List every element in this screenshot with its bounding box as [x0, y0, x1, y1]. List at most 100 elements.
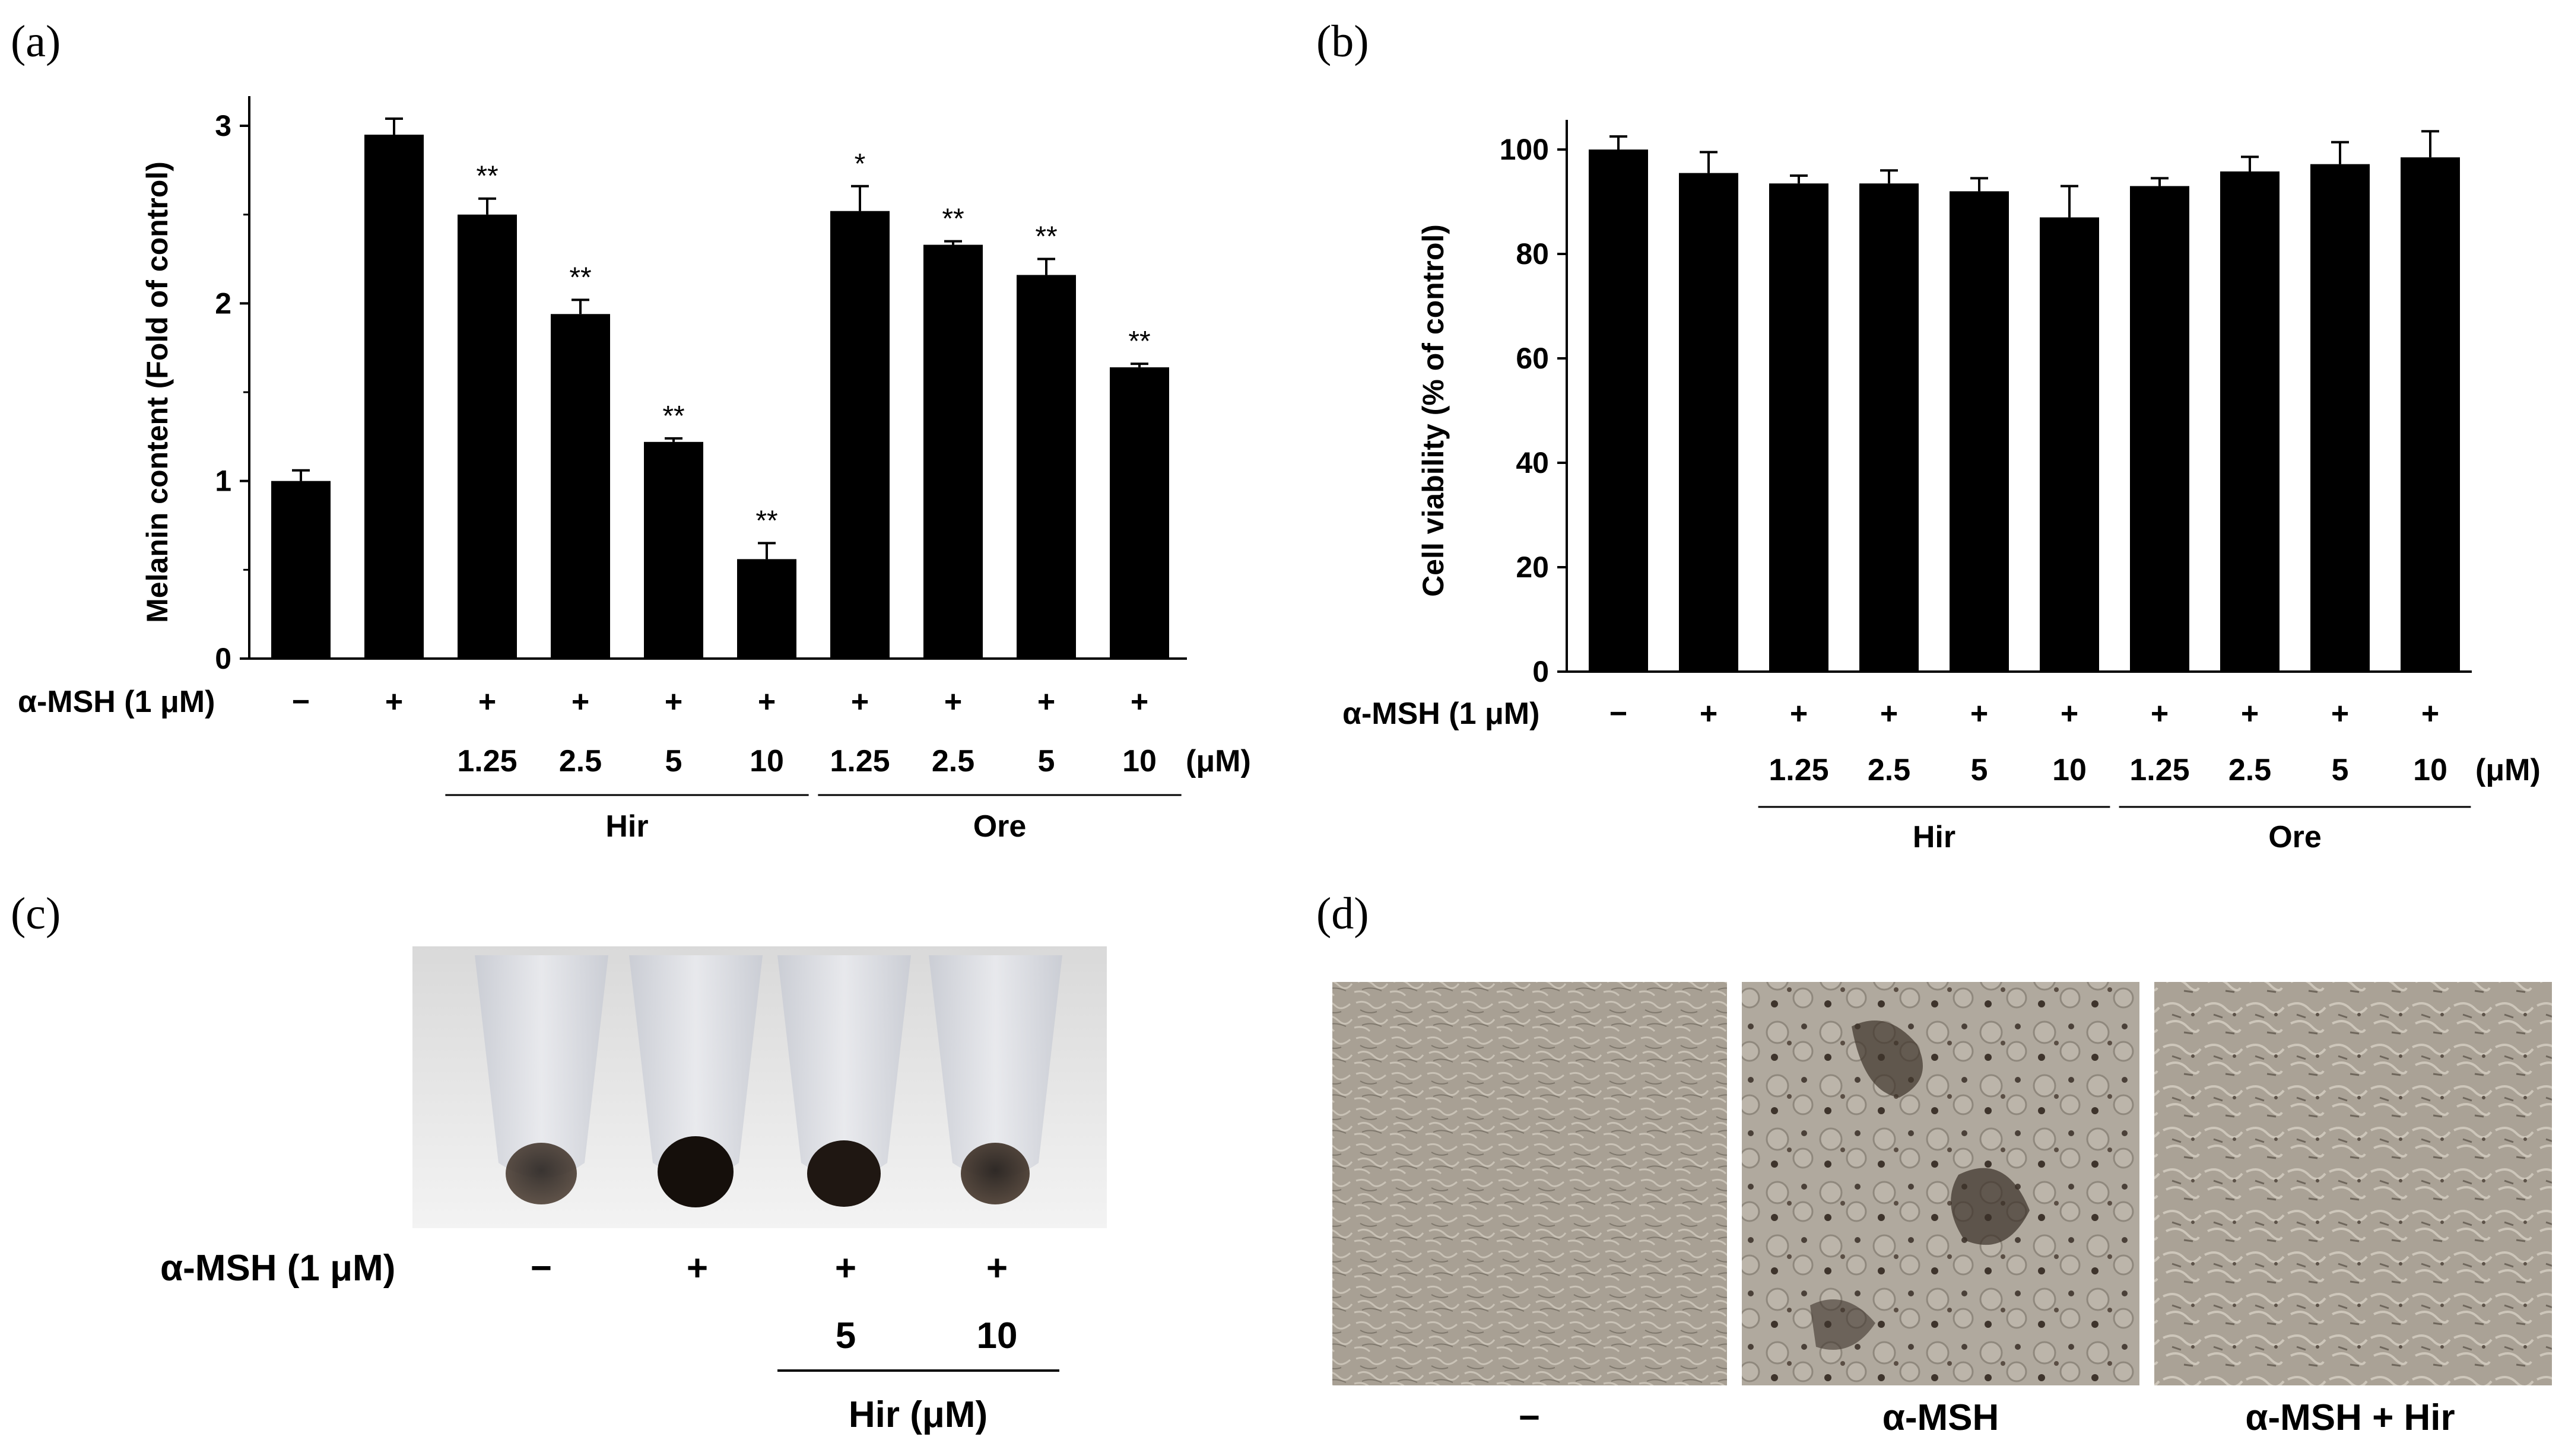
msh-row-label: α-MSH (1 μM) — [1342, 697, 1539, 731]
msh-sign: + — [944, 685, 962, 719]
y-axis-title: Cell viability (% of control) — [1417, 224, 1450, 597]
concentration-label: 10 — [1122, 744, 1157, 778]
y-tick-label: 60 — [1516, 342, 1549, 375]
panel-c-msh-2: + — [687, 1248, 708, 1289]
bar — [1950, 191, 2009, 672]
concentration-label: 1.25 — [2129, 753, 2189, 787]
msh-sign: + — [2061, 697, 2078, 731]
y-tick-label: 2 — [215, 287, 231, 320]
msh-sign: + — [2331, 697, 2349, 731]
concentration-label: 2.5 — [2228, 753, 2271, 787]
msh-sign: + — [2151, 697, 2169, 731]
cell-viability-chart: 0 20 40 60 80 100 Cell viability (% of control… — [1342, 120, 2541, 854]
concentration-label: 5 — [2332, 753, 2349, 787]
micrograph-msh — [1742, 982, 2139, 1385]
tube-4 — [929, 955, 1062, 1204]
msh-sign: − — [1609, 697, 1627, 731]
panel-label-d: (d) — [1316, 889, 1369, 939]
panel-d-caption-1: − — [1519, 1397, 1540, 1438]
msh-sign: + — [1880, 697, 1898, 731]
unit-label: (μM) — [1186, 744, 1251, 778]
unit-label: (μM) — [2475, 753, 2541, 787]
y-tick-label: 1 — [215, 465, 231, 498]
concentration-label: 1.25 — [1769, 753, 1828, 787]
msh-sign: + — [1037, 685, 1055, 719]
significance-mark: ** — [476, 161, 498, 192]
msh-sign: + — [385, 685, 403, 719]
bar — [1110, 367, 1169, 659]
panel-c-msh-1: − — [531, 1248, 552, 1289]
msh-sign: + — [1700, 697, 1717, 731]
tube-photo — [412, 946, 1107, 1228]
y-tick-label: 20 — [1516, 551, 1549, 584]
bar — [2401, 157, 2460, 672]
msh-sign: + — [1790, 697, 1808, 731]
significance-mark: ** — [1128, 326, 1150, 357]
bar — [2130, 186, 2189, 672]
bar — [2310, 164, 2370, 672]
msh-sign: + — [758, 685, 776, 719]
significance-mark: * — [855, 148, 866, 180]
y-tick-label: 3 — [215, 109, 231, 142]
panel-c-msh-3: + — [835, 1248, 856, 1289]
bar — [737, 559, 796, 659]
concentration-label: 1.25 — [830, 744, 890, 778]
bar — [1589, 150, 1648, 672]
panel-c-conc-5: 5 — [836, 1315, 856, 1356]
y-tick-label: 0 — [215, 642, 231, 675]
bar — [1679, 173, 1738, 672]
panel-c-msh-label: α-MSH (1 μM) — [160, 1248, 395, 1289]
concentration-label: 5 — [1038, 744, 1055, 778]
group-label-hir: Hir — [1913, 820, 1955, 854]
bar — [1017, 275, 1076, 659]
msh-sign: + — [572, 685, 589, 719]
bar — [830, 211, 890, 659]
msh-sign: + — [2421, 697, 2439, 731]
concentration-label: 10 — [2052, 753, 2087, 787]
concentration-label: 1.25 — [457, 744, 517, 778]
y-tick-label: 40 — [1516, 446, 1549, 479]
bar — [644, 441, 703, 659]
group-label-ore: Ore — [2268, 820, 2322, 854]
concentration-label: 2.5 — [1868, 753, 1910, 787]
tube-2 — [629, 955, 763, 1207]
panel-d-caption-2: α-MSH — [1882, 1397, 1999, 1438]
tube-1 — [475, 955, 608, 1204]
msh-sign: + — [2241, 697, 2259, 731]
bar — [1769, 183, 1828, 672]
bar — [458, 214, 517, 659]
significance-mark: ** — [1035, 221, 1057, 253]
significance-mark: ** — [569, 262, 591, 293]
msh-sign: + — [1131, 685, 1148, 719]
msh-sign: + — [478, 685, 496, 719]
concentration-label: 2.5 — [559, 744, 602, 778]
micrograph-control — [1332, 982, 1727, 1385]
significance-mark: ** — [942, 204, 964, 235]
msh-sign: + — [665, 685, 682, 719]
y-tick-label: 100 — [1500, 133, 1549, 166]
y-tick-label: 0 — [1532, 655, 1549, 688]
panel-label-b: (b) — [1316, 17, 1369, 66]
concentration-label: 10 — [2413, 753, 2447, 787]
bar — [2040, 217, 2099, 672]
msh-sign: + — [1970, 697, 1988, 731]
panel-c-conc-10: 10 — [977, 1315, 1018, 1356]
msh-sign: − — [292, 685, 310, 719]
significance-mark: ** — [755, 505, 777, 536]
y-axis-title: Melanin content (Fold of control) — [141, 161, 174, 623]
group-label-hir: Hir — [605, 809, 648, 844]
panel-label-a: (a) — [11, 17, 61, 66]
micrograph-msh-hir — [2154, 982, 2552, 1385]
y-tick-label: 80 — [1516, 237, 1549, 271]
bar — [1859, 183, 1919, 672]
bar — [364, 134, 424, 659]
panel-c-msh-4: + — [986, 1248, 1008, 1289]
bar — [2220, 171, 2280, 672]
msh-row-label: α-MSH (1 μM) — [18, 685, 215, 719]
concentration-label: 5 — [665, 744, 682, 778]
msh-sign: + — [851, 685, 869, 719]
group-label-ore: Ore — [973, 809, 1027, 844]
concentration-label: 5 — [1971, 753, 1988, 787]
